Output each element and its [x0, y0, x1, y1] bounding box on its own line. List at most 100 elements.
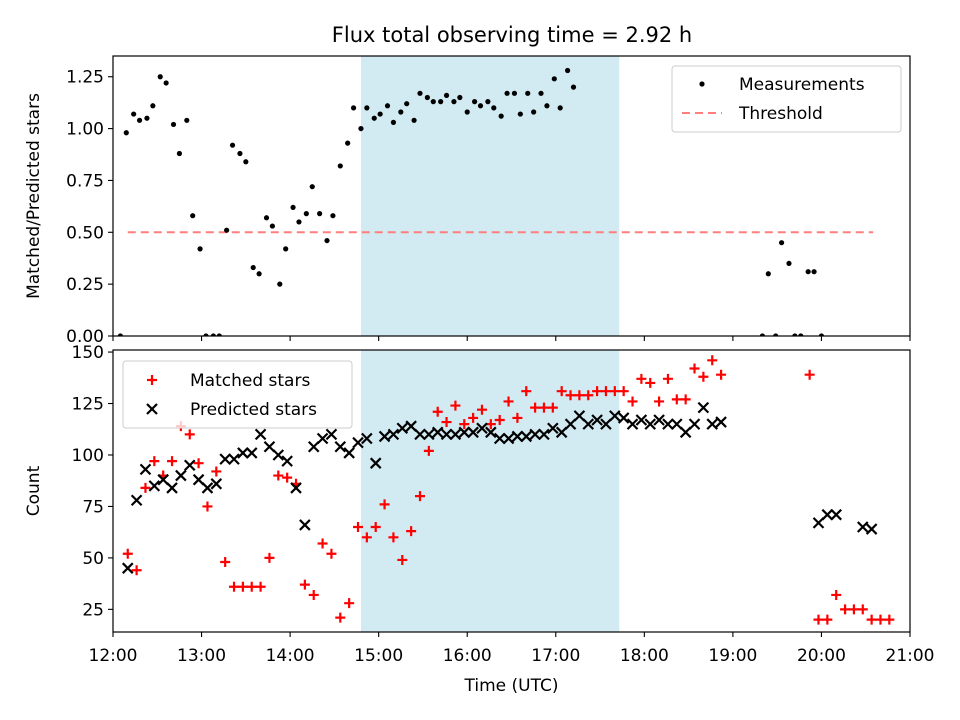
- measurement-point: [564, 67, 571, 74]
- plot-area: [117, 67, 874, 336]
- predicted-star-point: [245, 447, 258, 459]
- matched-star-point: [167, 456, 178, 467]
- x-tick-label: 12:00: [89, 646, 138, 666]
- matched-star-point: [716, 369, 727, 380]
- predicted-star-point: [476, 422, 488, 434]
- observing-window-shade: [360, 56, 620, 336]
- measurement-point: [811, 269, 817, 275]
- measurement-point: [303, 211, 309, 217]
- measurement-point: [517, 111, 523, 117]
- predicted-star-point: [706, 418, 719, 430]
- matched-star-point: [388, 532, 399, 543]
- predicted-star-point: [547, 422, 559, 434]
- measurement-point: [290, 204, 296, 211]
- predicted-star-point: [352, 436, 364, 449]
- top-panel: 0.00 0.25 0.50 0.75 1.00 1.25 Matched/Predicte…: [24, 55, 911, 347]
- matched-star-point: [379, 499, 390, 510]
- measurement-point: [296, 219, 302, 225]
- predicted-star-point: [830, 508, 842, 521]
- measurement-point: [411, 117, 417, 123]
- matched-star-point: [556, 386, 567, 397]
- matched-star-point: [211, 466, 222, 477]
- measurement-point: [371, 115, 377, 121]
- y-tick-label: 100: [72, 446, 104, 466]
- measurement-point: [144, 115, 150, 121]
- predicted-star-point: [316, 432, 329, 445]
- predicted-star-point: [166, 482, 178, 494]
- predicted-star-point: [671, 418, 683, 430]
- matched-star-point: [530, 402, 541, 413]
- x-tick-label: 15:00: [354, 646, 403, 666]
- matched-star-point: [414, 491, 425, 502]
- chart-title: Flux total observing time = 2.92 h: [332, 23, 692, 47]
- legend-label: Measurements: [739, 75, 865, 95]
- measurement-point: [277, 281, 283, 287]
- matched-star-point: [317, 538, 328, 549]
- matched-star-point: [397, 554, 408, 565]
- measurement-point: [805, 269, 811, 275]
- predicted-star-point: [538, 428, 550, 441]
- series-matched-stars: [122, 355, 895, 625]
- axes-frame: [112, 349, 911, 633]
- measurement-point: [358, 125, 364, 132]
- measurement-point: [538, 90, 544, 96]
- measurement-point: [390, 119, 397, 125]
- axes-frame: [112, 55, 911, 337]
- measurement-point: [570, 84, 577, 90]
- legend: Measurements Threshold: [671, 65, 902, 133]
- matched-star-point: [707, 355, 718, 366]
- matched-star-point: [866, 614, 877, 625]
- predicted-star-point: [361, 432, 373, 445]
- matched-star-point: [149, 456, 160, 467]
- measurement-point: [457, 94, 463, 101]
- predicted-star-point: [183, 459, 196, 472]
- measurement-point: [250, 264, 256, 271]
- predicted-star-point: [414, 428, 426, 441]
- predicted-star-point: [378, 430, 391, 443]
- measurement-point: [511, 90, 518, 96]
- measurement-point: [190, 213, 196, 219]
- measurement-point: [330, 213, 336, 219]
- measurement-point: [491, 105, 497, 111]
- measurement-point: [504, 90, 510, 96]
- predicted-star-point: [440, 428, 453, 441]
- measurement-point: [525, 90, 531, 96]
- matched-star-point: [609, 386, 620, 397]
- legend-matched-marker: [147, 375, 157, 385]
- matched-star-point: [689, 363, 700, 374]
- matched-star-point: [840, 604, 851, 615]
- matched-star-point: [521, 386, 532, 397]
- predicted-star-point: [697, 401, 710, 414]
- predicted-star-point: [219, 453, 231, 465]
- measurement-point: [136, 117, 143, 123]
- matched-star-point: [184, 429, 195, 440]
- predicted-star-point: [555, 426, 568, 439]
- matched-star-point: [538, 402, 549, 413]
- predicted-star-point: [281, 455, 293, 467]
- matched-star-point: [884, 614, 895, 625]
- predicted-star-point: [307, 440, 320, 453]
- y-tick-label: 125: [72, 395, 104, 415]
- measurement-point: [384, 103, 391, 109]
- predicted-star-point: [502, 432, 515, 445]
- legend-label: Threshold: [738, 104, 823, 124]
- matched-star-point: [335, 612, 346, 623]
- predicted-star-point: [812, 517, 825, 529]
- predicted-star-point: [121, 562, 134, 574]
- predicted-star-point: [157, 473, 169, 486]
- measurement-point: [451, 99, 457, 105]
- measurement-point: [229, 142, 236, 148]
- matched-star-point: [512, 412, 523, 423]
- predicted-star-point: [467, 426, 479, 439]
- matched-star-point: [671, 394, 682, 405]
- measurement-point: [224, 227, 230, 233]
- y-tick-label: 0.75: [66, 171, 104, 191]
- matched-star-point: [468, 412, 479, 423]
- predicted-star-point: [511, 430, 524, 443]
- predicted-star-point: [272, 449, 285, 461]
- measurement-point: [557, 105, 563, 111]
- predicted-star-point: [396, 422, 409, 434]
- predicted-star-point: [405, 420, 417, 432]
- measurement-point: [117, 333, 123, 336]
- matched-star-point: [875, 614, 886, 625]
